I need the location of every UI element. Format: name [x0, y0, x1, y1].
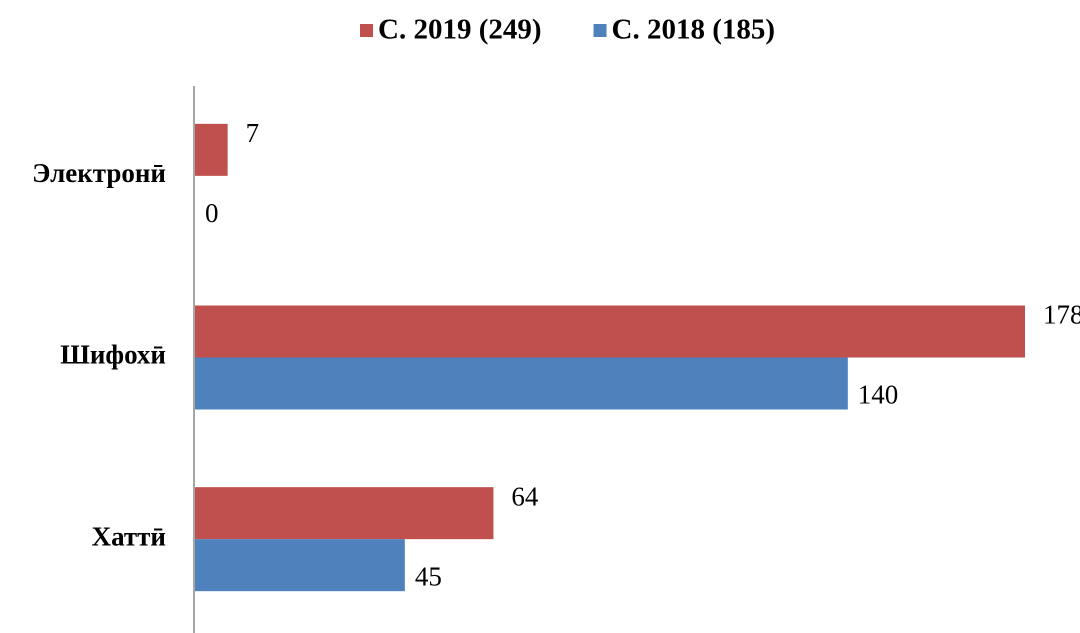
data-label: 0 — [205, 198, 219, 228]
legend-label: С. 2019 (249) — [378, 14, 542, 46]
data-label: 7 — [246, 118, 260, 148]
bar — [195, 123, 228, 176]
bar — [195, 539, 405, 592]
data-label: 64 — [511, 481, 539, 511]
bar — [195, 487, 494, 540]
bar — [195, 305, 1025, 358]
legend-swatch — [360, 24, 373, 37]
data-label: 140 — [858, 380, 899, 410]
bar — [195, 357, 848, 410]
data-label: 45 — [415, 561, 442, 591]
data-label: 178 — [1043, 300, 1080, 330]
y-tick-label: Электронӣ — [32, 158, 166, 188]
legend-swatch — [593, 24, 607, 37]
y-tick-label: Шифохӣ — [60, 340, 166, 370]
legend-label: С. 2018 (185) — [612, 14, 776, 46]
y-tick-label: Хаттӣ — [92, 521, 166, 551]
